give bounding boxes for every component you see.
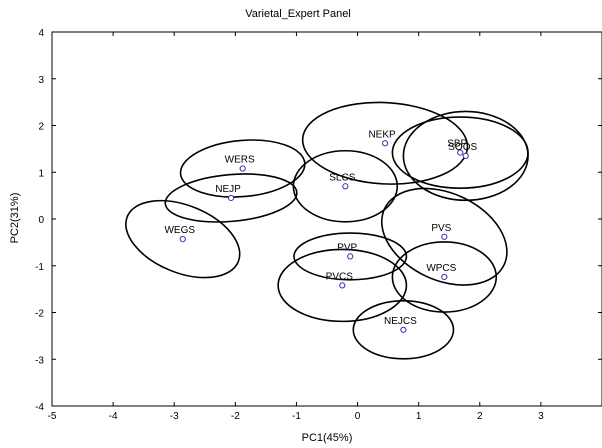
y-axis-title: PC2(31%): [9, 193, 21, 244]
ellipse-wegs: [125, 199, 241, 279]
x-tick-label: 0: [355, 411, 361, 422]
point-label-wpcs: WPCS: [426, 263, 456, 274]
chart-title: Varietal_Expert Panel: [245, 8, 351, 20]
ellipse-nekp: [301, 101, 469, 185]
y-tick-label: 0: [38, 215, 44, 226]
ellipse-nejp: [164, 173, 298, 223]
ellipse-pvp: [293, 232, 408, 281]
point-wegs: [179, 236, 186, 243]
y-tick-label: -4: [35, 402, 44, 413]
ellipse-pvs: [380, 187, 508, 286]
point-label-pvcs: PVCS: [326, 271, 354, 282]
ellipse-nejcs: [352, 300, 455, 360]
y-axis-ticks: -4 -3 -2 -1 0 1 2 3 4: [35, 28, 602, 413]
point-nekp: [381, 140, 389, 147]
point-label-nejp: NEJP: [215, 184, 241, 195]
x-tick-label: 1: [416, 411, 422, 422]
x-tick-label: 3: [538, 411, 544, 422]
point-wpcs: [441, 273, 448, 281]
ellipse-pvcs: [277, 248, 408, 323]
point-label-nekp: NEKP: [368, 129, 396, 140]
point-label-wegs: WEGS: [164, 225, 195, 236]
point-label-wers: WERS: [225, 155, 255, 166]
point-soos: [462, 152, 469, 159]
x-tick-label: 2: [477, 411, 483, 422]
point-nejp: [227, 194, 235, 202]
point-pvp: [347, 253, 354, 260]
x-tick-label: -1: [292, 411, 301, 422]
point-pvs: [441, 233, 448, 240]
point-slcs: [342, 183, 349, 190]
point-label-pvs: PVS: [431, 223, 451, 234]
point-label-slcs: SLCS: [329, 172, 355, 183]
ellipse-soos: [402, 110, 529, 202]
y-tick-label: 4: [38, 28, 44, 39]
x-tick-label: -4: [109, 411, 118, 422]
point-nejcs: [400, 326, 407, 333]
y-tick-label: 3: [38, 75, 44, 86]
point-pvcs: [339, 282, 346, 289]
y-tick-label: -2: [35, 309, 44, 320]
point-wers: [239, 165, 246, 172]
x-axis-ticks: -5 -4 -3 -2 -1 0 1 2 3: [48, 32, 544, 422]
point-label-sbp: SBP: [447, 139, 467, 150]
point-label-pvp: PVP: [337, 242, 357, 253]
confidence-ellipses: [125, 101, 529, 360]
x-tick-label: -3: [170, 411, 179, 422]
point-label-soos: SOOS: [448, 142, 477, 153]
point-sbp: [457, 149, 464, 156]
ellipse-slcs: [292, 149, 399, 223]
y-tick-label: -3: [35, 355, 44, 366]
data-points: [179, 140, 469, 333]
y-tick-label: 1: [38, 168, 44, 179]
point-label-nejcs: NEJCS: [384, 316, 417, 327]
x-tick-label: -5: [48, 411, 57, 422]
x-axis-title: PC1(45%): [302, 432, 353, 444]
y-tick-label: 2: [38, 122, 44, 133]
x-tick-label: -2: [231, 411, 240, 422]
y-tick-label: -1: [35, 262, 44, 273]
